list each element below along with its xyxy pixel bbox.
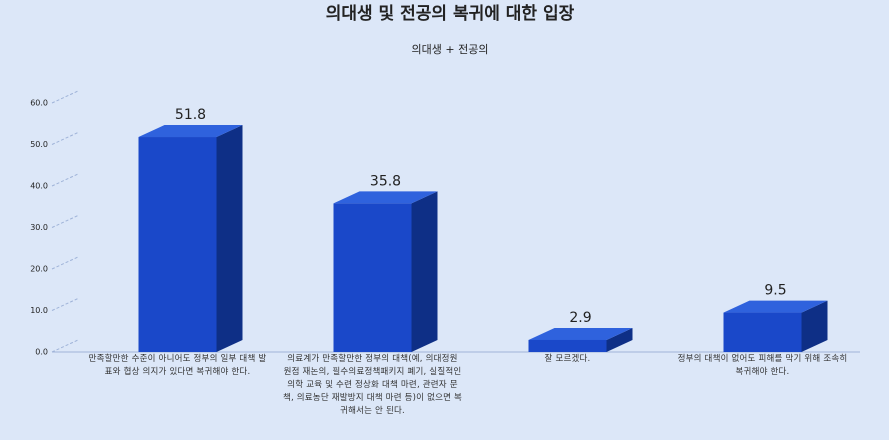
bar-top: [723, 300, 828, 313]
y-tick-label: 50.0: [30, 140, 48, 149]
value-label: 51.8: [175, 107, 206, 123]
x-tick-label: 잘 모르겠다.: [544, 354, 591, 364]
y-tick-label: 60.0: [30, 99, 48, 108]
y-tick-label: 0.0: [35, 348, 48, 357]
chart-title: 의대생 및 전공의 복귀에 대한 입장: [326, 4, 575, 24]
bar-side: [216, 125, 243, 352]
bar: [138, 137, 217, 352]
bar-side: [606, 327, 633, 352]
x-tick-label: 만족할만한 수준이 아니어도 정부의 일부 대책 발표와 협상 의지가 있다면 …: [88, 354, 267, 377]
grid-line: [51, 90, 79, 104]
bar: [528, 339, 607, 352]
bar-top: [528, 327, 633, 340]
bar: [333, 203, 412, 352]
y-tick-label: 40.0: [30, 182, 48, 191]
grid-line: [51, 298, 79, 311]
grid-line: [51, 256, 79, 270]
value-label: 35.8: [370, 173, 401, 189]
bar-top: [333, 191, 438, 204]
grid-line: [51, 132, 79, 145]
bar-top: [138, 125, 243, 138]
x-tick-label: 정부의 대책이 없어도 피해를 막기 위해 조속히 복귀해야 한다.: [677, 354, 848, 377]
y-tick-label: 10.0: [30, 306, 48, 315]
x-tick-label: 의료계가 만족할만한 정부의 대책(예, 의대정원 원점 재논의, 필수의료정책…: [282, 354, 463, 416]
value-label: 2.9: [569, 310, 591, 326]
grid-line: [51, 215, 79, 228]
y-tick-label: 20.0: [30, 265, 48, 274]
chart-subtitle: 의대생 + 전공의: [412, 43, 489, 56]
y-tick-label: 30.0: [30, 223, 48, 232]
grid-line: [51, 339, 79, 353]
bar-side: [801, 300, 828, 352]
bar-side: [411, 191, 438, 352]
bar: [723, 312, 802, 352]
grid-line: [51, 173, 79, 187]
value-label: 9.5: [764, 283, 786, 299]
